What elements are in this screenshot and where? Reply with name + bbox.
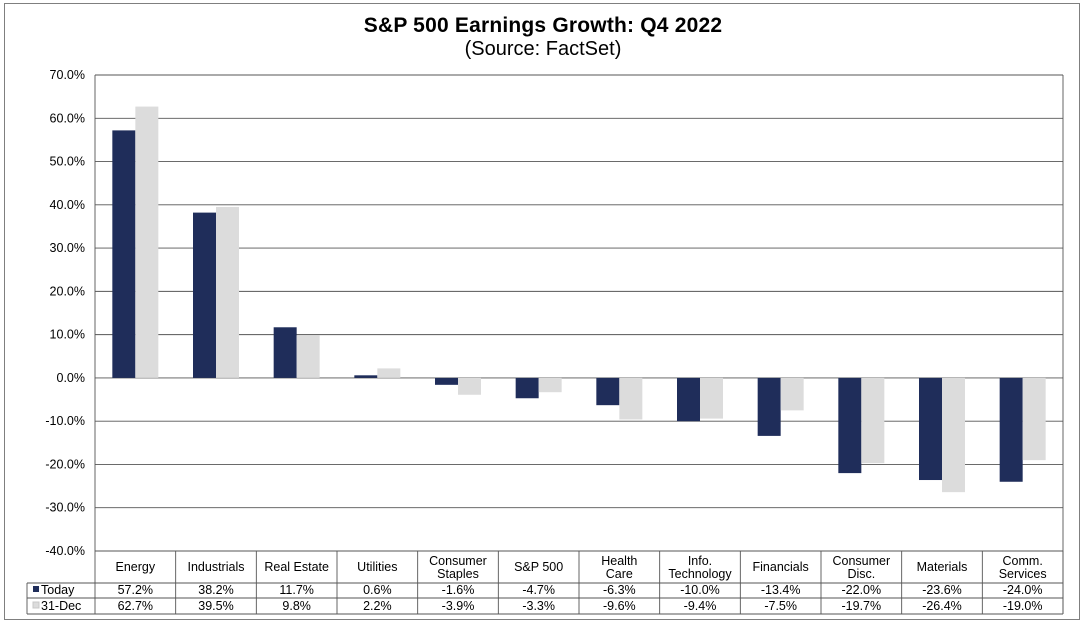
y-tick-label: 40.0% xyxy=(50,198,85,212)
x-category-label: Services xyxy=(999,567,1047,581)
chart-frame xyxy=(4,3,1080,620)
data-label: -22.0% xyxy=(842,583,882,597)
bar-31-dec xyxy=(780,377,804,411)
data-label: -26.4% xyxy=(922,599,962,613)
x-category-label: Staples xyxy=(437,567,479,581)
chart-subtitle: (Source: FactSet) xyxy=(464,38,622,60)
data-label: -3.9% xyxy=(442,599,475,613)
bar-31-dec xyxy=(619,377,643,420)
bar-today xyxy=(757,377,781,436)
x-category-label: S&P 500 xyxy=(514,560,563,574)
data-label: 11.7% xyxy=(279,583,314,597)
bar-31-dec xyxy=(700,377,723,419)
y-tick-label: 10.0% xyxy=(50,328,85,342)
data-label: 9.8% xyxy=(282,599,311,613)
data-label: -9.6% xyxy=(603,599,636,613)
bar-today xyxy=(596,377,620,406)
x-category-label: Industrials xyxy=(188,560,245,574)
data-label: -24.0% xyxy=(1003,583,1043,597)
bar-31-dec xyxy=(458,377,481,395)
data-label: 57.2% xyxy=(118,583,153,597)
data-label: -23.6% xyxy=(922,583,962,597)
bar-31-dec xyxy=(1022,377,1046,461)
x-category-label: Technology xyxy=(668,567,732,581)
chart-title: S&P 500 Earnings Growth: Q4 2022 xyxy=(363,14,723,37)
x-category-label: Consumer xyxy=(832,554,890,568)
y-tick-label: 60.0% xyxy=(50,111,85,125)
x-category-label: Real Estate xyxy=(264,560,329,574)
x-category-label: Energy xyxy=(116,560,156,574)
data-label: -7.5% xyxy=(764,599,797,613)
legend-label-31-dec: 31-Dec xyxy=(41,599,81,613)
bar-today xyxy=(999,377,1023,482)
legend-key-today xyxy=(33,586,39,592)
data-label: 0.6% xyxy=(363,583,392,597)
data-label: 2.2% xyxy=(363,599,392,613)
bar-today xyxy=(919,377,942,481)
data-label: -19.7% xyxy=(842,599,882,613)
data-label: -4.7% xyxy=(522,583,555,597)
data-label: -19.0% xyxy=(1003,599,1043,613)
y-tick-label: -30.0% xyxy=(45,501,85,515)
y-tick-label: 20.0% xyxy=(50,284,85,298)
data-label: -10.0% xyxy=(680,583,720,597)
x-category-label: Financials xyxy=(753,560,809,574)
y-tick-label: -20.0% xyxy=(45,457,85,471)
bar-31-dec xyxy=(538,377,562,393)
x-category-label: Utilities xyxy=(357,560,397,574)
bar-today xyxy=(677,377,700,422)
y-tick-label: -10.0% xyxy=(45,414,85,428)
bar-31-dec xyxy=(135,106,159,378)
data-label: -13.4% xyxy=(761,583,801,597)
bar-31-dec xyxy=(296,335,320,378)
data-label: 62.7% xyxy=(118,599,153,613)
data-label: 38.2% xyxy=(198,583,233,597)
bar-today xyxy=(354,375,378,378)
x-category-label: Info. xyxy=(688,554,712,568)
data-label: -3.3% xyxy=(522,599,555,613)
x-category-label: Care xyxy=(606,567,633,581)
x-category-label: Comm. xyxy=(1003,554,1043,568)
y-tick-label: 30.0% xyxy=(50,241,85,255)
y-tick-label: 50.0% xyxy=(50,155,85,169)
data-label: -9.4% xyxy=(684,599,717,613)
bar-today xyxy=(435,377,458,385)
bar-31-dec xyxy=(942,377,965,493)
bar-31-dec xyxy=(216,206,239,378)
y-tick-label: -40.0% xyxy=(45,544,85,558)
y-tick-label: 0.0% xyxy=(57,371,86,385)
bar-today xyxy=(112,130,136,378)
data-label: -1.6% xyxy=(442,583,475,597)
legend-label-today: Today xyxy=(41,583,75,597)
data-label: 39.5% xyxy=(198,599,233,613)
x-category-label: Health xyxy=(601,554,637,568)
bar-today xyxy=(273,327,297,378)
bar-31-dec xyxy=(861,377,885,464)
x-category-label: Consumer xyxy=(429,554,487,568)
y-tick-label: 70.0% xyxy=(50,68,85,82)
bar-today xyxy=(838,377,862,474)
bar-today xyxy=(515,377,539,399)
bar-today xyxy=(193,212,216,378)
data-label: -6.3% xyxy=(603,583,636,597)
legend-key-31-dec xyxy=(32,601,40,609)
x-category-label: Materials xyxy=(917,560,968,574)
bar-31-dec xyxy=(377,368,401,378)
x-category-label: Disc. xyxy=(847,567,875,581)
